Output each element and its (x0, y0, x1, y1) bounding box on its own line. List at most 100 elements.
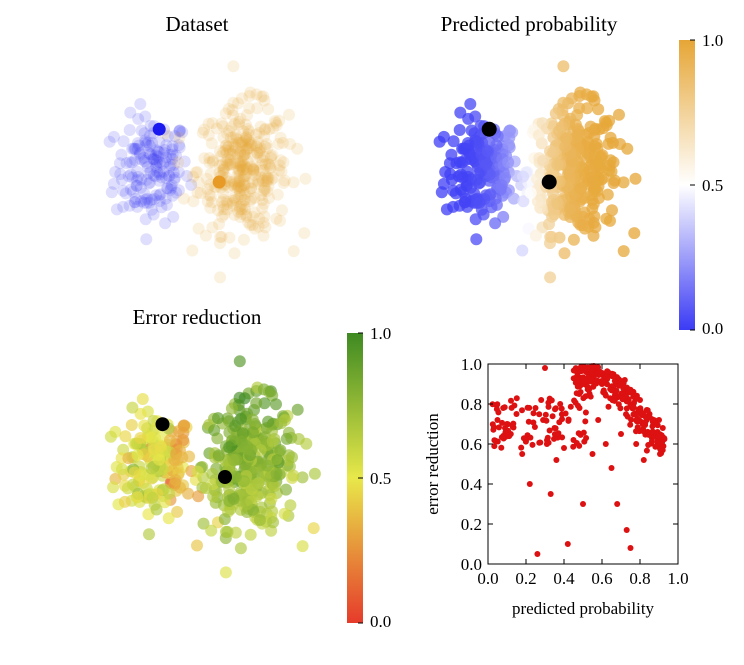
probability-point (477, 208, 490, 221)
data-point (217, 146, 230, 159)
error-point (219, 566, 232, 579)
data-point (220, 195, 233, 208)
scatter-point (510, 420, 517, 427)
data-point (252, 136, 264, 149)
scatter-point (492, 437, 499, 444)
scatter-point (628, 416, 635, 423)
error-point (223, 441, 236, 454)
scatter-point (615, 382, 622, 389)
probability-point (472, 167, 485, 180)
scatter-point (494, 417, 501, 423)
data-point (201, 172, 213, 185)
data-point (147, 152, 160, 165)
data-point (254, 151, 267, 164)
data-point (130, 179, 143, 192)
data-point (257, 175, 270, 188)
error-point (171, 505, 184, 518)
probability-point (524, 187, 537, 200)
data-point (204, 190, 217, 203)
probability-point (497, 210, 510, 223)
data-point (261, 172, 274, 185)
data-point (214, 230, 227, 243)
data-point (204, 201, 217, 214)
data-point (127, 185, 139, 198)
scatter-point (648, 438, 655, 445)
data-point (244, 138, 256, 151)
data-point (167, 210, 180, 223)
data-point (217, 163, 230, 176)
data-point (231, 148, 244, 161)
probability-point (601, 188, 614, 201)
scatter-point (545, 403, 552, 410)
probability-point (456, 171, 469, 184)
data-point (133, 148, 146, 161)
scatter-point (656, 417, 662, 423)
probability-point (573, 102, 586, 115)
scatter-point (655, 433, 662, 440)
data-point (258, 130, 271, 143)
probability-point (551, 158, 564, 171)
data-point (250, 140, 263, 153)
error-point (191, 539, 203, 552)
data-point (235, 158, 247, 171)
data-point (226, 148, 239, 161)
error-point (207, 490, 220, 503)
data-point (299, 172, 312, 185)
data-point (222, 158, 235, 171)
scatter-point (633, 428, 639, 435)
data-point (249, 168, 261, 181)
plot-frame (487, 363, 679, 565)
highlighted-point (155, 417, 170, 432)
probability-point (531, 195, 544, 208)
data-point (139, 110, 152, 123)
data-point (115, 148, 128, 161)
data-point (170, 186, 183, 199)
data-point (217, 120, 229, 133)
data-point (224, 131, 237, 144)
scatter-point (536, 411, 543, 418)
data-point (240, 161, 253, 174)
error-point (227, 453, 240, 466)
probability-point (543, 218, 555, 231)
data-point (240, 131, 253, 144)
scatter-point (561, 445, 567, 451)
data-point (258, 182, 271, 194)
probability-point (606, 204, 618, 217)
data-point (144, 176, 156, 189)
data-point (119, 187, 132, 200)
data-point (234, 203, 246, 216)
data-point (206, 221, 219, 234)
data-point (204, 167, 217, 180)
error-point (131, 449, 144, 462)
probability-point (544, 271, 557, 284)
error-point (169, 474, 182, 487)
data-point (198, 152, 211, 165)
data-point (258, 94, 271, 107)
data-point (244, 193, 257, 206)
error-point (235, 435, 248, 448)
scatter-point (645, 442, 652, 448)
probability-point (575, 182, 587, 195)
data-point (142, 167, 155, 180)
data-point (202, 117, 215, 130)
data-point (242, 142, 255, 155)
data-point (258, 210, 271, 223)
data-point (223, 231, 236, 244)
data-point (155, 201, 168, 214)
y-tick-label: 0.4 (461, 475, 483, 494)
data-point (168, 173, 181, 186)
data-point (264, 161, 277, 174)
data-point (270, 119, 283, 132)
scatter-point (558, 405, 565, 412)
data-point (233, 176, 246, 189)
data-point (117, 200, 130, 213)
data-point (117, 184, 130, 197)
data-point (164, 148, 177, 161)
data-point (160, 151, 173, 164)
scatter-point (570, 443, 577, 450)
scatter-point (529, 441, 536, 448)
data-point (126, 156, 138, 169)
data-point (222, 181, 235, 193)
data-point (262, 180, 275, 193)
